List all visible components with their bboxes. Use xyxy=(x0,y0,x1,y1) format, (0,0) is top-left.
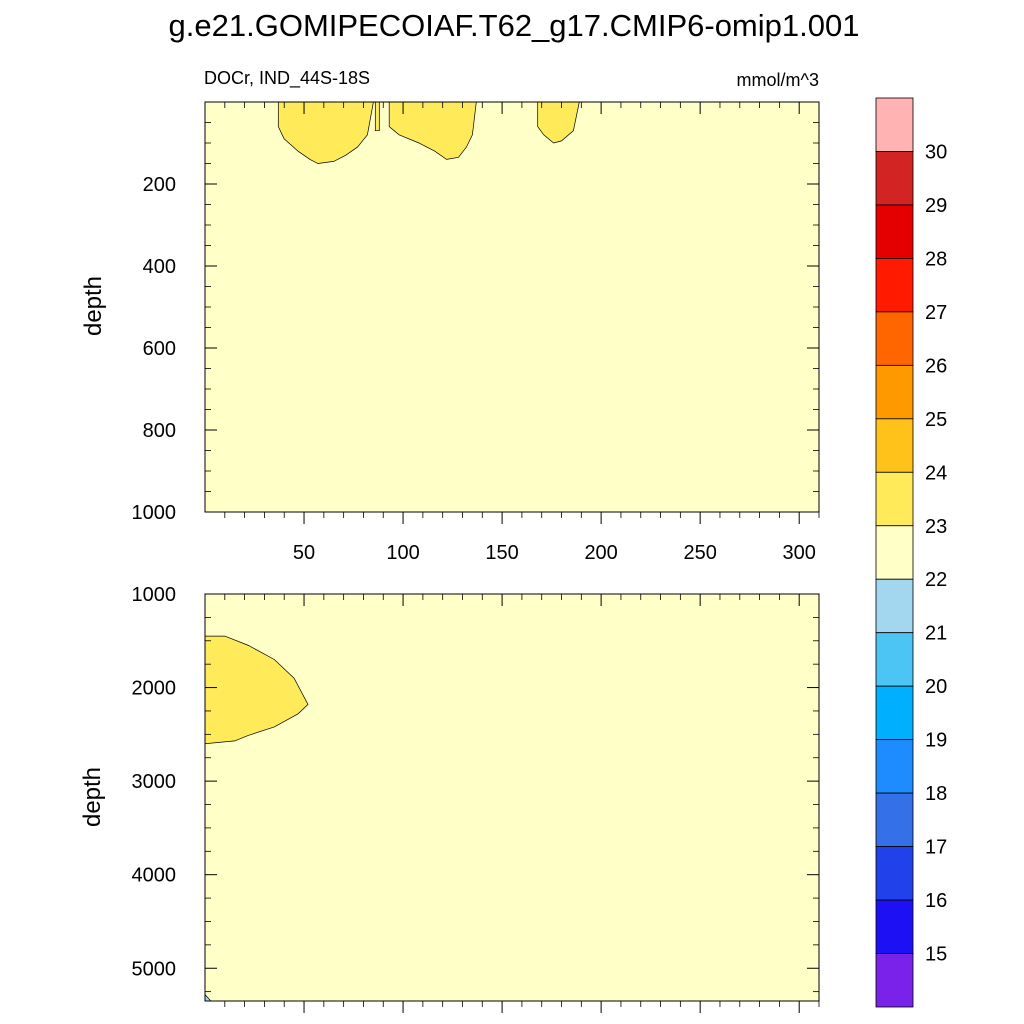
colorbar-label: 19 xyxy=(925,730,947,752)
lower-ytick-label: 3000 xyxy=(132,771,177,793)
upper-xtick-label: 50 xyxy=(293,542,315,564)
upper-xtick-label: 300 xyxy=(783,542,816,564)
lower-ytick-label: 1000 xyxy=(132,584,177,606)
colorbar-swatch xyxy=(875,151,914,206)
chart-title: g.e21.GOMIPECOIAF.T62_g17.CMIP6-omip1.00… xyxy=(169,8,860,43)
upper-xtick-label: 250 xyxy=(683,542,716,564)
colorbar-swatch xyxy=(875,739,914,794)
colorbar-swatch xyxy=(875,899,914,954)
colorbar-label: 29 xyxy=(925,195,947,217)
colorbar-label: 24 xyxy=(925,462,947,484)
colorbar-swatch xyxy=(875,311,914,366)
upper-contour-region-0 xyxy=(277,101,374,164)
lower-panel: 1000 2000 3000 4000 5000 xyxy=(132,584,820,1013)
upper-y-axis-label: depth xyxy=(80,276,107,336)
lower-frame xyxy=(204,593,820,1002)
colorbar-swatch xyxy=(875,578,914,634)
colorbar-label: 15 xyxy=(925,944,947,966)
colorbar-label: 26 xyxy=(925,355,947,377)
upper-contour-region-2 xyxy=(388,101,477,160)
lower-background-fill xyxy=(205,594,819,1001)
colorbar-label: 22 xyxy=(925,569,947,591)
colorbar-label: 16 xyxy=(925,890,947,912)
colorbar-swatch xyxy=(875,685,914,741)
colorbar-swatch xyxy=(875,953,914,1008)
upper-panel: 200 400 600 800 1000 50 100 150 200 250 300 xyxy=(132,101,820,564)
upper-contour-region-3 xyxy=(537,101,580,144)
lower-ytick-label: 2000 xyxy=(132,678,177,700)
colorbar-swatch xyxy=(875,258,914,313)
colorbar-swatch xyxy=(875,418,914,473)
colorbar-swatch xyxy=(875,525,914,580)
upper-ytick-label: 1000 xyxy=(132,502,177,524)
colorbar: 30 29 28 27 26 25 24 23 22 21 20 19 18 17 16 15 xyxy=(875,97,947,1008)
colorbar-label: 27 xyxy=(925,302,947,324)
colorbar-swatch xyxy=(875,632,914,687)
upper-xtick-label: 150 xyxy=(485,542,518,564)
colorbar-swatch xyxy=(875,846,914,901)
colorbar-label: 20 xyxy=(925,676,947,698)
colorbar-label: 17 xyxy=(925,837,947,859)
colorbar-label: 30 xyxy=(925,142,947,164)
colorbar-swatch xyxy=(875,471,914,527)
upper-xtick-label: 100 xyxy=(386,542,419,564)
colorbar-swatch xyxy=(875,204,914,259)
colorbar-swatch xyxy=(875,364,914,420)
colorbar-label: 18 xyxy=(925,783,947,805)
lower-ytick-label: 5000 xyxy=(132,958,177,980)
upper-background-fill xyxy=(205,102,819,512)
lower-contour-region-0 xyxy=(204,635,309,745)
colorbar-label: 25 xyxy=(925,409,947,431)
colorbar-swatch xyxy=(875,97,914,152)
upper-ytick-label: 800 xyxy=(143,420,176,442)
right-subtitle: mmol/m^3 xyxy=(737,70,819,90)
colorbar-label: 23 xyxy=(925,516,947,538)
left-subtitle: DOCr, IND_44S-18S xyxy=(204,68,370,89)
colorbar-label: 28 xyxy=(925,248,947,270)
upper-contour-region-1 xyxy=(374,101,380,132)
lower-ytick-label: 4000 xyxy=(132,865,177,887)
upper-ytick-label: 200 xyxy=(143,174,176,196)
upper-ytick-label: 600 xyxy=(143,338,176,360)
lower-y-axis-label: depth xyxy=(79,767,106,827)
colorbar-swatch xyxy=(875,792,914,847)
colorbar-label: 21 xyxy=(925,623,947,645)
upper-ytick-label: 400 xyxy=(143,256,176,278)
upper-xtick-label: 200 xyxy=(584,542,617,564)
